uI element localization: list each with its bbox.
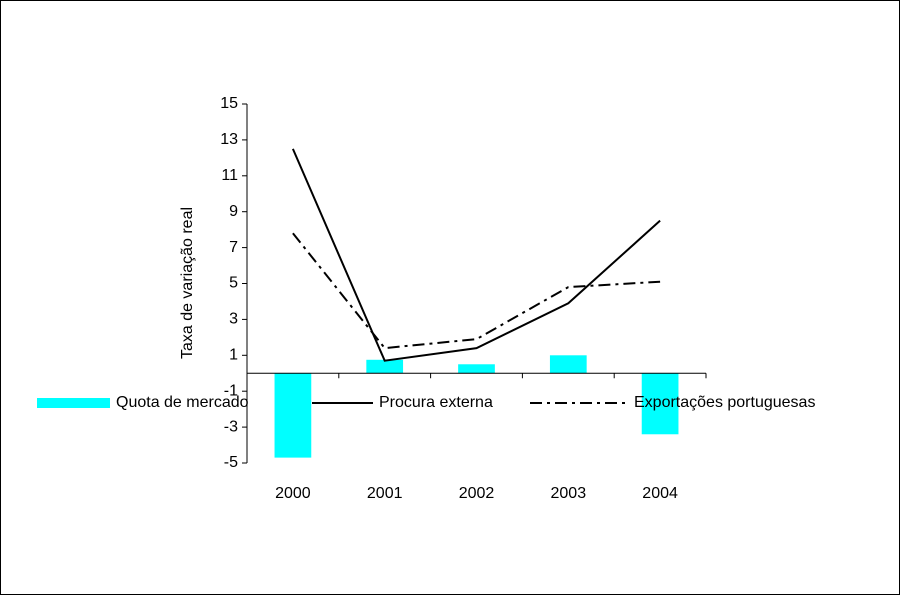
x-tick-label: 2001 [367,485,403,502]
line [292,232,661,350]
x-tick-label: 2002 [459,485,495,502]
legend-label: Quota de mercado [116,394,249,411]
y-tick-label: 1 [229,347,238,364]
y-axis-label: Taxa de variação real [179,207,196,359]
y-tick-label: 15 [220,95,238,112]
x-tick-label: 2000 [275,485,311,502]
bar [366,359,404,374]
y-tick-label: 3 [229,311,238,328]
bar [274,373,312,458]
legend-swatch [37,398,110,408]
x-tick-label: 2004 [642,485,678,502]
y-tick-label: 7 [229,239,238,256]
x-tick-label: 2003 [551,485,587,502]
y-tick-label: 9 [229,203,238,220]
bar [549,355,587,374]
y-tick-label: -1 [224,382,238,399]
bar [641,373,679,435]
y-tick-label: 13 [220,131,238,148]
y-tick-label: 5 [229,275,238,292]
y-tick-label: 11 [221,167,238,184]
y-tick-label: -3 [224,418,238,435]
y-tick-label: -5 [224,454,238,471]
legend-label: Procura externa [379,394,493,411]
bar [458,364,495,374]
line [291,148,661,362]
legend-label: Exportações portuguesas [634,394,815,411]
